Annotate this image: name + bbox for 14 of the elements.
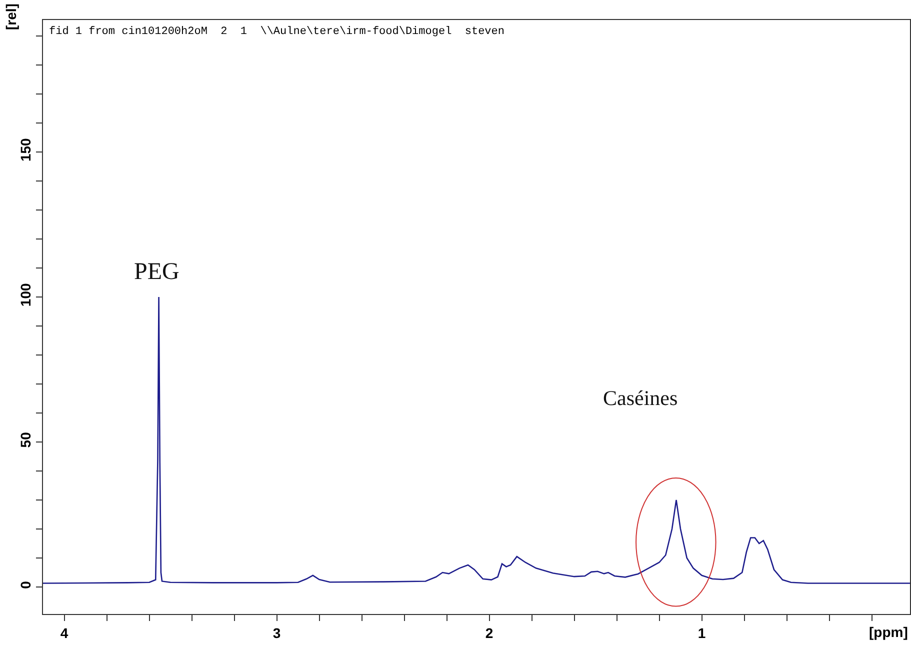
- x-tick-label: 1: [698, 624, 706, 641]
- annotation: fid 1 from cin101200h2oM 2 1 \\Aulne\tere\irm-food\Dimogel steven: [49, 26, 504, 38]
- x-tick-label: 2: [485, 624, 494, 641]
- line-series: [43, 296, 910, 584]
- y-tick-label: 50: [17, 432, 34, 448]
- annotation: PEG: [134, 259, 180, 285]
- y-tick-label: 150: [17, 138, 34, 162]
- x-axis-title: [ppm]: [869, 624, 908, 640]
- y-tick-label: 0: [17, 580, 34, 589]
- x-tick-label: 3: [272, 624, 281, 641]
- annotation: Caséines: [603, 386, 678, 410]
- x-tick-label: 4: [60, 624, 68, 641]
- y-axis-title: [rel]: [3, 4, 19, 30]
- y-tick-label: 100: [17, 282, 34, 307]
